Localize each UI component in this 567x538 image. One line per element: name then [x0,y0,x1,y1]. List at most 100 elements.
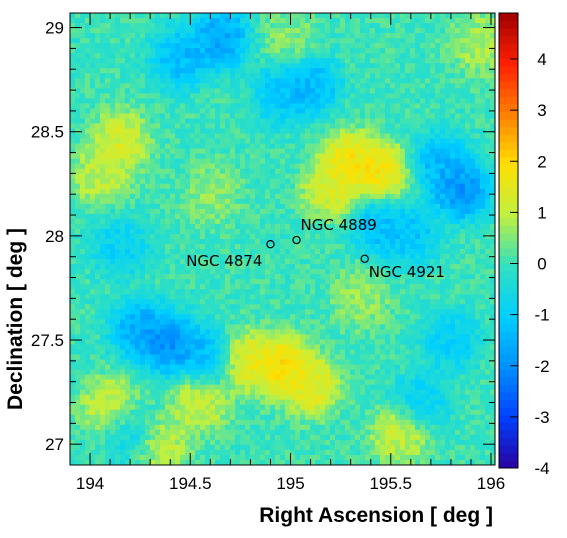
heatmap-cell [325,158,331,165]
heatmap-cell [475,13,481,19]
heatmap-cell [270,178,276,185]
heatmap-cell [325,143,331,149]
heatmap-cell [480,239,486,245]
heatmap-cell [240,18,246,24]
heatmap-cell [175,198,181,205]
heatmap-cell [85,289,91,295]
heatmap-cell [110,163,116,170]
heatmap-cell [145,208,151,215]
heatmap-cell [160,213,166,220]
heatmap-cell [425,68,431,74]
heatmap-cell [140,28,146,34]
heatmap-cell [375,284,381,290]
heatmap-cell [435,83,441,89]
heatmap-cell [210,88,216,94]
heatmap-cell [130,73,136,79]
heatmap-cell [205,83,211,89]
heatmap-cell [295,163,301,170]
heatmap-cell [165,294,171,300]
heatmap-cell [315,28,321,34]
heatmap-cell [80,228,86,235]
heatmap-cell [285,153,291,160]
heatmap-cell [420,28,426,34]
heatmap-cell [470,173,476,180]
heatmap-cell [245,203,251,210]
heatmap-cell [225,249,231,255]
heatmap-cell [130,133,136,139]
heatmap-cell [100,274,106,280]
heatmap-cell [275,63,281,69]
heatmap-cell [320,93,326,99]
heatmap-cell [80,203,86,210]
heatmap-cell [85,173,91,180]
heatmap-cell [485,58,491,64]
heatmap-cell [160,279,166,285]
heatmap-cell [110,173,116,180]
heatmap-cell [105,213,111,220]
heatmap-cell [235,264,241,270]
heatmap-cell [375,133,381,139]
heatmap-cell [335,58,341,64]
heatmap-cell [110,279,116,285]
heatmap-cell [390,98,396,104]
heatmap-cell [455,23,461,29]
heatmap-cell [430,218,436,225]
heatmap-cell [475,244,481,250]
heatmap-cell [120,269,126,275]
heatmap-cell [245,143,251,149]
heatmap-cell [250,83,256,89]
heatmap-cell [395,43,401,49]
heatmap-cell [125,158,131,165]
heatmap-cell [95,259,101,265]
heatmap-cell [305,83,311,89]
heatmap-cell [330,183,336,190]
heatmap-cell [490,148,495,155]
heatmap-cell [195,148,201,155]
heatmap-cell [80,289,86,295]
heatmap-cell [80,198,86,205]
heatmap-cell [415,193,421,200]
heatmap-cell [215,113,221,119]
heatmap-cell [410,113,416,119]
heatmap-cell [205,279,211,285]
heatmap-cell [215,78,221,84]
heatmap-cell [265,18,271,24]
heatmap-cell [210,38,216,44]
heatmap-cell [235,239,241,245]
heatmap-cell [465,163,471,170]
heatmap-cell [380,28,386,34]
heatmap-cell [240,98,246,104]
heatmap-cell [480,274,486,280]
heatmap-cell [140,88,146,94]
heatmap-cell [285,73,291,79]
heatmap-cell [350,244,356,250]
heatmap-cell [175,83,181,89]
heatmap-cell [180,153,186,160]
heatmap-cell [75,48,81,54]
heatmap-cell [365,198,371,205]
heatmap-cell [395,58,401,64]
heatmap-cell [130,279,136,285]
heatmap-cell [250,203,256,210]
heatmap-cell [290,178,296,185]
heatmap-cell [465,68,471,74]
heatmap-cell [405,93,411,99]
heatmap-cell [340,239,346,245]
heatmap-cell [210,208,216,215]
heatmap-cell [385,18,391,24]
heatmap-cell [475,198,481,205]
heatmap-cell [345,274,351,280]
heatmap-cell [260,218,266,225]
heatmap-cell [100,13,106,19]
heatmap-cell [95,274,101,280]
heatmap-cell [295,289,301,295]
heatmap-cell [330,128,336,134]
heatmap-cell [90,203,96,210]
heatmap-cell [395,133,401,139]
heatmap-cell [405,68,411,74]
heatmap-cell [120,218,126,225]
heatmap-cell [285,48,291,54]
heatmap-cell [385,103,391,109]
heatmap-cell [70,63,76,69]
heatmap-cell [75,178,81,185]
